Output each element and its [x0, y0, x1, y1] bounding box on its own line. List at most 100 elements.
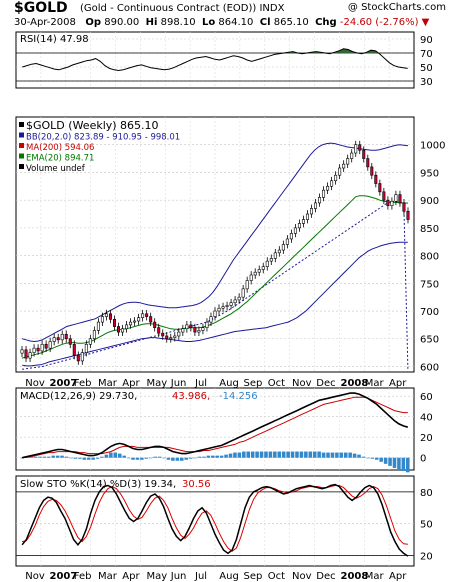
price-xlabel-1: 2007	[50, 378, 78, 389]
macd-histogram-bar	[60, 455, 64, 458]
price-ytick-3: 750	[420, 279, 439, 290]
macd-histogram-bar	[202, 456, 206, 458]
price-legend-swatch-4	[19, 164, 24, 169]
macd-histogram-bar	[20, 457, 24, 459]
stoch-xlabel-6: Jun	[170, 571, 187, 582]
price-candle	[40, 343, 44, 352]
price-candle	[169, 337, 173, 340]
price-candle	[60, 334, 64, 341]
stoch-xlabel-1: 2007	[50, 571, 78, 582]
price-candle	[165, 335, 169, 340]
stoch-xlabel-3: Mar	[98, 571, 118, 582]
bollinger-upper-line	[21, 142, 409, 343]
high-value: 898.10	[160, 17, 196, 28]
chart-description: (Gold - Continuous Contract (EOD)) INDX	[80, 3, 285, 14]
price-candle	[197, 330, 201, 333]
price-candle	[225, 305, 229, 307]
macd-histogram-bar	[51, 455, 56, 458]
macd-histogram-bar	[215, 455, 219, 458]
price-candle	[257, 269, 261, 273]
price-candle	[394, 194, 398, 202]
macd-histogram-bar	[211, 455, 215, 458]
price-candle	[362, 149, 366, 159]
macd-histogram-bar	[219, 455, 224, 458]
price-legend-swatch-2	[19, 143, 24, 148]
price-candle	[24, 349, 28, 359]
macd-histogram-bar	[268, 451, 273, 458]
price-xlabel-8: Aug	[219, 378, 239, 389]
macd-histogram-bar	[273, 451, 277, 458]
macd-histogram-bar	[290, 451, 295, 458]
macd-histogram-bar	[343, 452, 348, 458]
macd-histogram-bar	[379, 457, 383, 462]
price-xlabel-15: Apr	[389, 378, 407, 389]
price-ytick-0: 600	[420, 362, 439, 373]
macd-histogram-bar	[73, 457, 78, 459]
open-value: 890.00	[104, 17, 140, 28]
macd-signal-line	[22, 396, 408, 459]
price-candle	[398, 194, 402, 204]
price-candle	[305, 213, 309, 220]
price-candle	[334, 174, 338, 182]
macd-line	[22, 392, 409, 459]
stoch-xlabel-13: 2008	[341, 571, 369, 582]
stoch-xlabel-2: Feb	[74, 571, 92, 582]
price-candle	[366, 158, 370, 168]
macd-histogram-bar	[122, 455, 126, 458]
price-candle	[293, 227, 297, 234]
macd-ytick-0: 0	[420, 454, 426, 465]
macd-histogram-bar	[361, 456, 366, 458]
macd-histogram-bar	[179, 457, 184, 461]
price-candle	[28, 352, 32, 359]
rsi-line	[22, 48, 408, 72]
macd-histogram-bar	[91, 457, 95, 460]
macd-histogram-bar	[109, 452, 113, 458]
brand-label[interactable]: @ StockCharts.com	[347, 2, 446, 13]
price-candle	[342, 163, 346, 169]
price-ytick-1: 650	[420, 335, 439, 346]
price-candle	[382, 191, 386, 201]
macd-ytick-1: 20	[420, 433, 433, 444]
stoch-ytick-0: 20	[420, 551, 433, 562]
price-candle	[326, 185, 330, 191]
price-candle	[157, 327, 161, 334]
macd-histogram-bar	[250, 451, 255, 458]
price-candle	[378, 183, 382, 193]
macd-histogram-bar	[175, 457, 180, 461]
price-candle	[185, 324, 189, 330]
price-candle	[237, 296, 241, 301]
price-legend-swatch-1	[19, 132, 24, 138]
price-candle	[221, 306, 225, 309]
macd-histogram-bar	[166, 457, 171, 460]
rsi-ytick-3: 90	[420, 35, 433, 46]
price-candle	[350, 152, 354, 159]
stoch-xlabel-14: Mar	[365, 571, 385, 582]
stoch-d-line	[21, 485, 408, 552]
price-candle	[108, 313, 112, 320]
price-candle	[121, 328, 125, 333]
rsi-legend: RSI(14) 47.98	[20, 34, 89, 45]
price-candle	[32, 347, 36, 353]
price-candle	[48, 341, 52, 349]
close-value: 865.10	[273, 17, 309, 28]
price-candle	[301, 219, 305, 224]
price-candle	[346, 158, 350, 165]
change-arrow-icon: ▼	[421, 17, 430, 28]
stoch-legend-0: Slow STO %K(14) %D(3) 19.34,	[20, 479, 176, 490]
price-candle	[20, 349, 24, 354]
price-candle	[309, 208, 314, 215]
rsi-ytick-0: 30	[420, 77, 433, 88]
price-xlabel-9: Sep	[244, 378, 263, 389]
stoch-k-line	[21, 483, 409, 557]
macd-histogram-bar	[42, 456, 47, 458]
macd-histogram-bar	[392, 457, 397, 468]
price-ytick-2: 700	[420, 307, 439, 318]
price-legend-3: EMA(20) 894.71	[26, 154, 94, 164]
price-xlabel-4: Apr	[122, 378, 140, 389]
price-candle	[80, 352, 84, 362]
quote-date: 30-Apr-2008	[14, 17, 76, 28]
macd-histogram-bar	[162, 457, 166, 459]
price-candle	[68, 338, 72, 345]
price-candle	[52, 337, 56, 342]
